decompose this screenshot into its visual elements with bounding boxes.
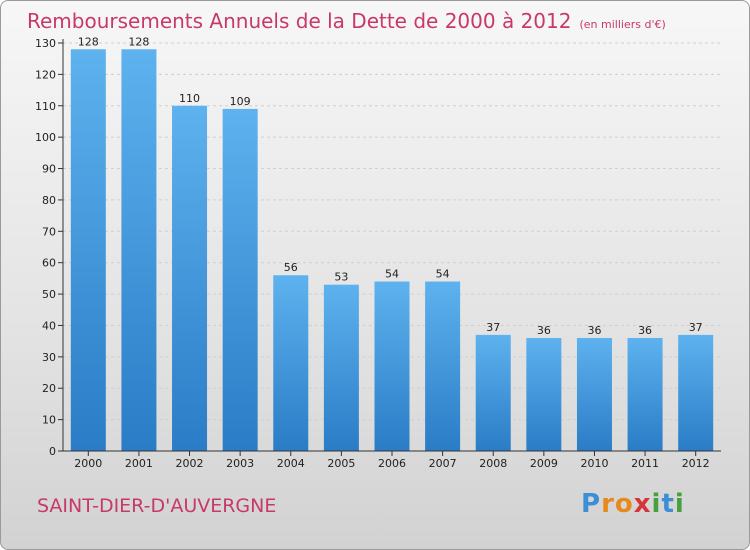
bar-value-label: 109	[230, 95, 251, 108]
x-tick-label: 2007	[429, 457, 457, 470]
y-tick-label: 100	[35, 131, 56, 144]
y-tick-label: 10	[42, 414, 56, 427]
bar-value-label: 128	[128, 35, 149, 48]
y-tick-label: 60	[42, 257, 56, 270]
bar-value-label: 56	[284, 261, 298, 274]
logo-letter: t	[661, 489, 675, 519]
y-tick-label: 50	[42, 288, 56, 301]
y-tick-label: 130	[35, 37, 56, 50]
x-tick-label: 2001	[125, 457, 153, 470]
y-tick-label: 90	[42, 163, 56, 176]
y-tick-label: 110	[35, 100, 56, 113]
bar-value-label: 54	[436, 268, 450, 281]
bar-value-label: 54	[385, 268, 399, 281]
bar-2010	[576, 338, 612, 451]
y-tick-label: 30	[42, 351, 56, 364]
bar-2006	[374, 281, 410, 451]
x-tick-label: 2009	[530, 457, 558, 470]
y-tick-label: 80	[42, 194, 56, 207]
x-tick-label: 2003	[226, 457, 254, 470]
logo-letter: P	[581, 489, 602, 519]
y-axis: 0 10 20 30 40 50 60 70 80 90 100 110 120 130	[35, 37, 64, 458]
chart-subtitle: (en milliers d'€)	[579, 18, 666, 31]
logo-letter: x	[633, 489, 652, 519]
x-tick-label: 2008	[479, 457, 507, 470]
y-tick-label: 120	[35, 68, 56, 81]
logo-letter: r	[601, 489, 615, 519]
bar-value-label: 37	[689, 321, 703, 334]
x-tick-label: 2012	[682, 457, 710, 470]
x-tick-label: 2005	[327, 457, 355, 470]
bar-value-label: 37	[486, 321, 500, 334]
y-tick-label: 0	[49, 445, 56, 458]
y-tick-label: 20	[42, 382, 56, 395]
logo-letter: i	[674, 489, 685, 519]
bar-2007	[425, 281, 461, 451]
chart-title: Remboursements Annuels de la Dette de 20…	[27, 9, 666, 33]
bar-2003	[222, 108, 258, 452]
logo-letter: i	[651, 489, 662, 519]
bar-2009	[526, 338, 562, 451]
bar-value-label: 36	[638, 324, 652, 337]
x-tick-label: 2010	[580, 457, 608, 470]
bar-value-label: 128	[78, 35, 99, 48]
y-tick-label: 70	[42, 225, 56, 238]
bar-2004	[273, 275, 309, 451]
bar-2002	[172, 105, 208, 452]
proxiti-logo: Proxiti	[581, 489, 685, 519]
x-tick-label: 2011	[631, 457, 659, 470]
bar-2011	[627, 338, 663, 451]
bar-2008	[475, 334, 511, 451]
bar-2000	[70, 49, 106, 452]
bars: 128 128 110 109 56 53 54 54 37 36 36 36 37	[70, 35, 714, 452]
bar-value-label: 110	[179, 92, 200, 105]
x-axis: 2000 2001 2002 2003 2004 2005 2006 2007 2008 2009…	[63, 450, 721, 470]
logo-letter: o	[614, 489, 634, 519]
x-tick-label: 2006	[378, 457, 406, 470]
bar-2001	[121, 49, 157, 452]
bar-value-label: 36	[537, 324, 551, 337]
commune-name: SAINT-DIER-D'AUVERGNE	[37, 495, 277, 517]
bar-value-label: 36	[587, 324, 601, 337]
y-tick-label: 40	[42, 319, 56, 332]
bar-value-label: 53	[334, 271, 348, 284]
bar-2005	[323, 284, 359, 451]
x-tick-label: 2004	[277, 457, 305, 470]
x-tick-label: 2000	[74, 457, 102, 470]
bar-2012	[678, 334, 714, 451]
x-tick-label: 2002	[176, 457, 204, 470]
chart-title-main: Remboursements Annuels de la Dette de 20…	[27, 9, 572, 33]
